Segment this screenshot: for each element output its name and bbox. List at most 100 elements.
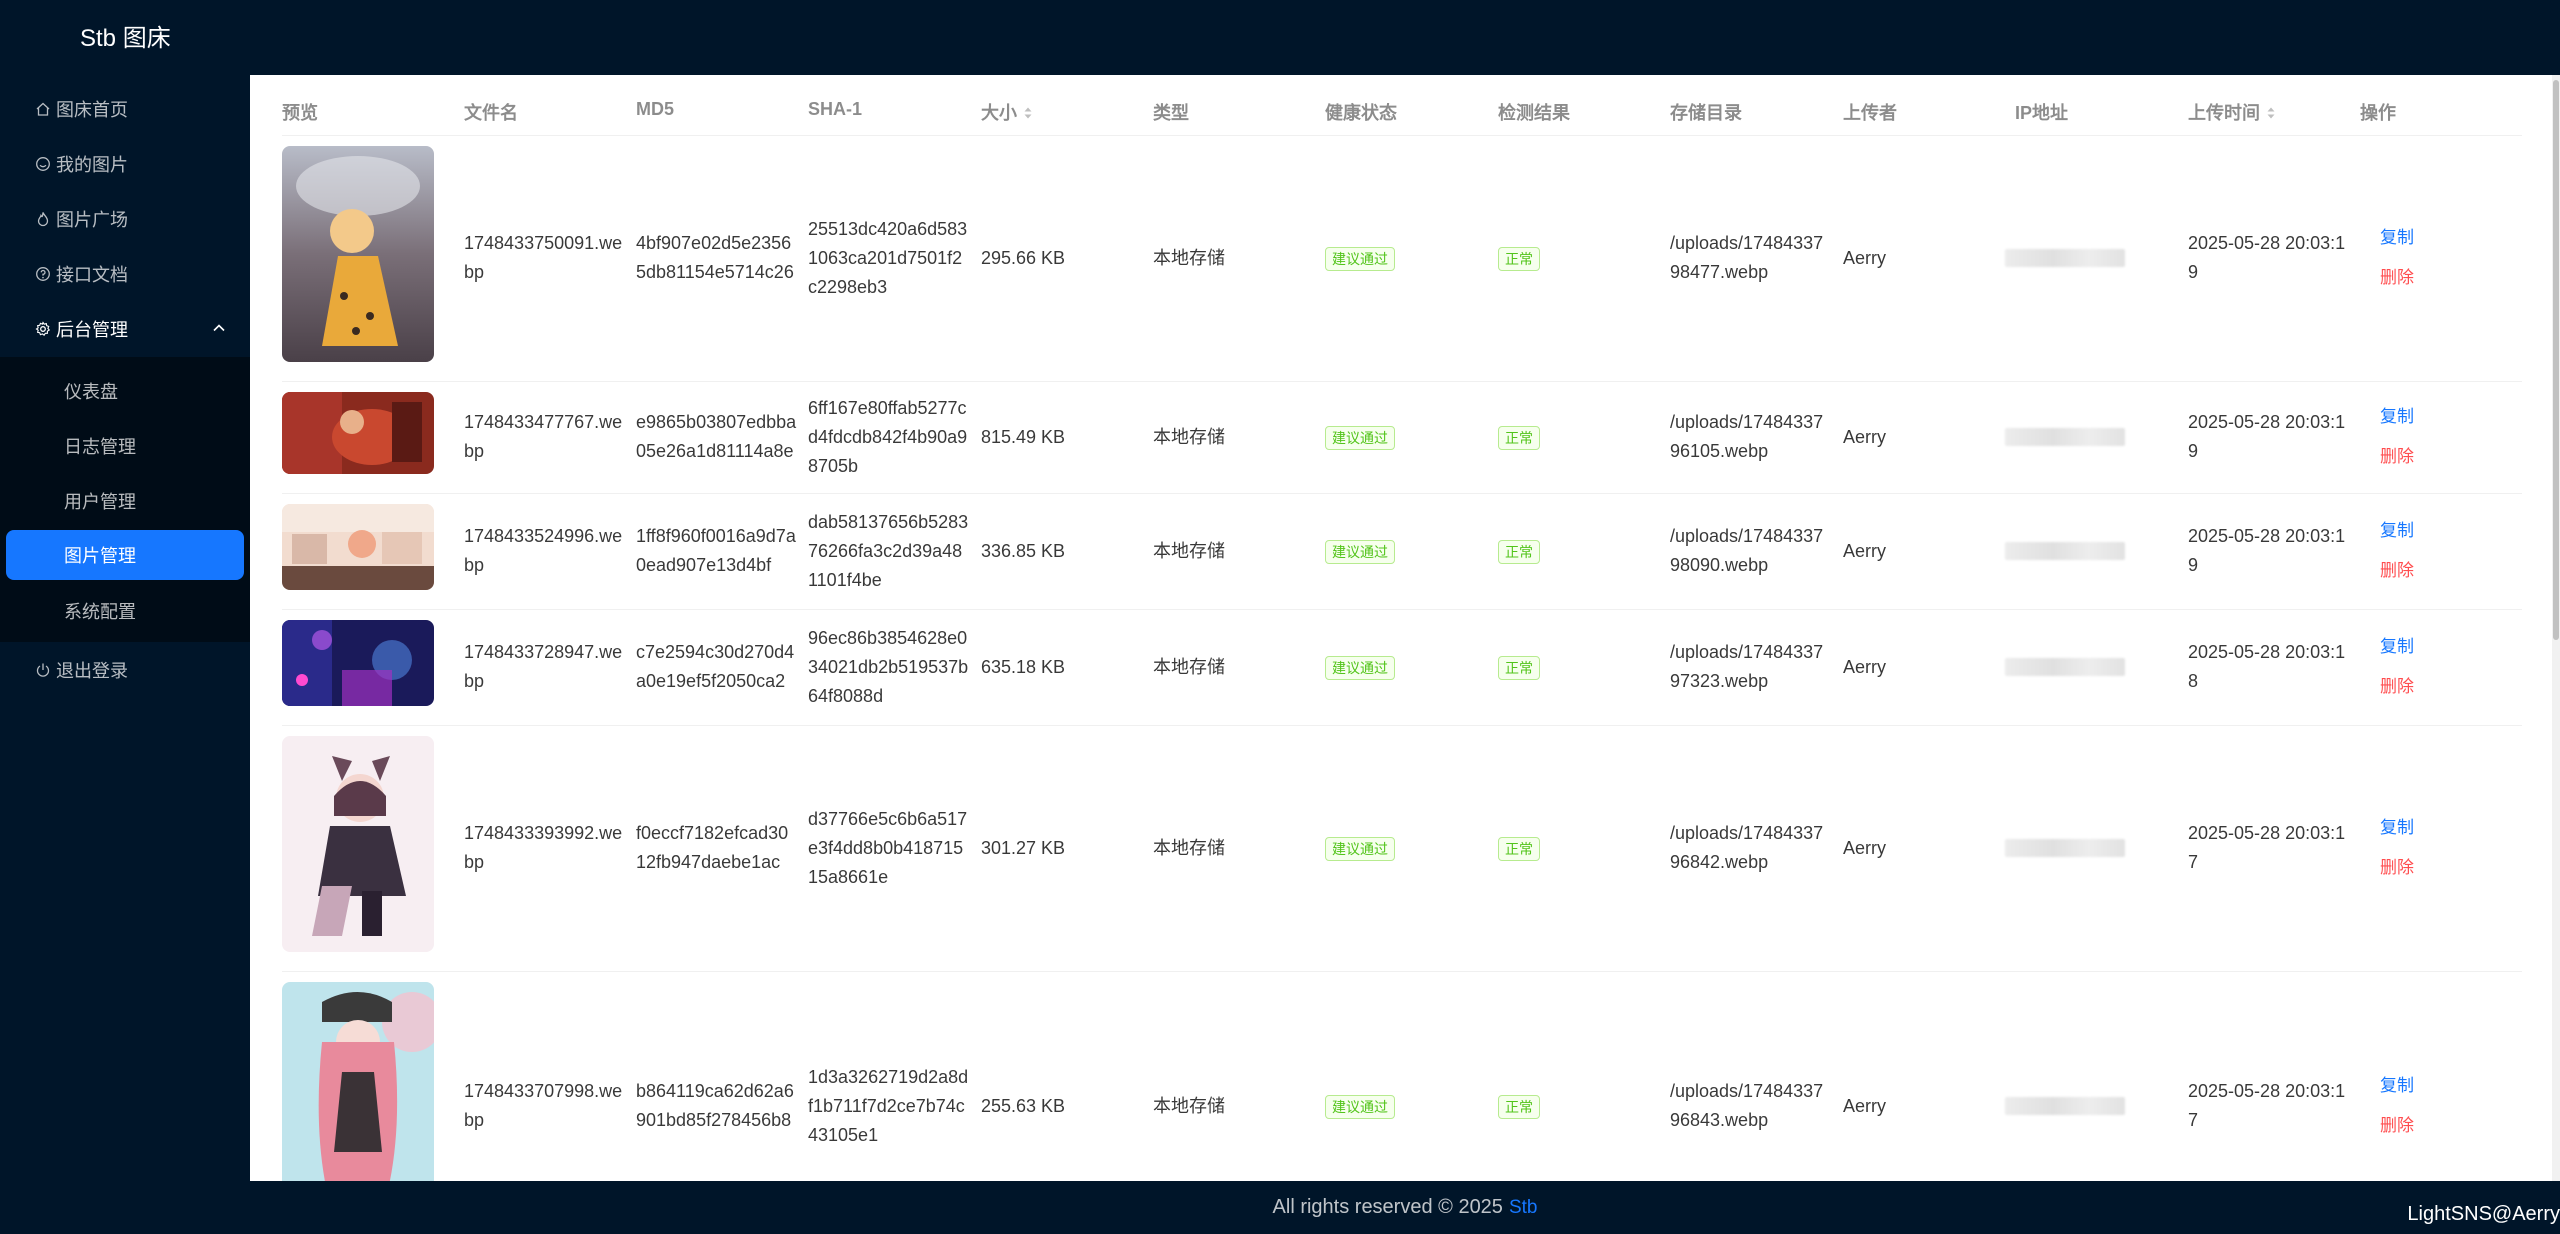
- size-cell: 635.18 KB: [981, 609, 1153, 726]
- copy-button[interactable]: 复制: [2380, 818, 2414, 837]
- detection-result-tag: 正常: [1498, 1094, 1540, 1119]
- upload-time-cell: 2025-05-28 20:03:17: [2188, 971, 2360, 1181]
- image-thumbnail[interactable]: [282, 391, 434, 474]
- col-md5: MD5: [636, 75, 808, 136]
- delete-button[interactable]: 删除: [2380, 677, 2414, 696]
- copy-button[interactable]: 复制: [2380, 1076, 2414, 1095]
- sidebar-item-logs[interactable]: 日志管理: [64, 437, 136, 457]
- sidebar-item-api-docs[interactable]: 接口文档: [0, 247, 250, 301]
- col-storage-dir: 存储目录: [1670, 75, 1843, 136]
- table-row: 1748433707998.webp b864119ca62d62a6901bd…: [282, 971, 2522, 1181]
- upload-time-cell: 2025-05-28 20:03:19: [2188, 135, 2360, 382]
- footer-text: All rights reserved © 2025: [1272, 1196, 1503, 1218]
- md5-cell: e9865b03807edbba05e26a1d81114a8e: [636, 381, 808, 494]
- col-uploader: 上传者: [1843, 75, 2015, 136]
- image-thumbnail[interactable]: [282, 981, 442, 1182]
- ip-address-blurred: [2005, 658, 2125, 676]
- md5-cell: c7e2594c30d270d4a0e19ef5f2050ca2: [636, 609, 808, 726]
- gear-icon: [34, 320, 52, 338]
- sidebar-item-gallery[interactable]: 图片广场: [0, 192, 250, 246]
- chevron-up-icon: [213, 324, 225, 332]
- sidebar-item-image-management[interactable]: 图片管理: [6, 530, 244, 580]
- size-cell: 815.49 KB: [981, 381, 1153, 494]
- admin-submenu: [0, 357, 250, 642]
- type-cell: 本地存储: [1153, 609, 1325, 726]
- delete-button[interactable]: 删除: [2380, 268, 2414, 287]
- col-size[interactable]: 大小: [981, 75, 1153, 136]
- sidebar: 图床首页 我的图片 图片广场 接口文档 后台管理 仪表盘 日志管理 用户管理 图…: [0, 75, 250, 1181]
- sort-icon[interactable]: [1023, 105, 1033, 121]
- upload-time-cell: 2025-05-28 20:03:19: [2188, 493, 2360, 610]
- ip-address-blurred: [2005, 1097, 2125, 1115]
- app-title[interactable]: Stb 图床: [80, 25, 171, 52]
- ip-address-blurred: [2005, 542, 2125, 560]
- storage-dir-cell: /uploads/1748433796105.webp: [1670, 381, 1843, 494]
- size-cell: 255.63 KB: [981, 971, 1153, 1181]
- detection-result-tag: 正常: [1498, 836, 1540, 861]
- detection-result-tag: 正常: [1498, 246, 1540, 271]
- sidebar-item-my-images[interactable]: 我的图片: [0, 137, 250, 191]
- sha1-cell: 1d3a3262719d2a8df1b711f7d2ce7b74c43105e1: [808, 971, 981, 1181]
- question-icon: [34, 265, 52, 283]
- sidebar-item-label: 我的图片: [56, 155, 128, 175]
- storage-dir-cell: /uploads/1748433798090.webp: [1670, 493, 1843, 610]
- ip-address-blurred: [2005, 839, 2125, 857]
- health-status-tag: 建议通过: [1325, 836, 1395, 861]
- sha1-cell: d37766e5c6b6a517e3f4dd8b0b41871515a8661e: [808, 725, 981, 972]
- delete-button[interactable]: 删除: [2380, 1116, 2414, 1135]
- watermark: LightSNS@Aerry: [2407, 1203, 2560, 1225]
- filename-cell: 1748433750091.webp: [464, 135, 636, 382]
- col-preview: 预览: [282, 75, 464, 136]
- col-result: 检测结果: [1498, 75, 1670, 136]
- image-thumbnail[interactable]: [282, 503, 434, 590]
- col-actions: 操作: [2360, 75, 2522, 136]
- sidebar-item-system-config[interactable]: 系统配置: [64, 602, 136, 622]
- footer-brand-link[interactable]: Stb: [1508, 1197, 1538, 1218]
- upload-time-cell: 2025-05-28 20:03:17: [2188, 725, 2360, 972]
- sidebar-item-logout[interactable]: 退出登录: [0, 643, 250, 697]
- table-row: 1748433728947.webp c7e2594c30d270d4a0e19…: [282, 609, 2522, 726]
- power-icon: [34, 661, 52, 679]
- col-size-label: 大小: [981, 103, 1017, 123]
- delete-button[interactable]: 删除: [2380, 561, 2414, 580]
- table-header-row: 预览 文件名 MD5 SHA-1 大小 类型 健康状态 检测结果 存储目录 上传…: [282, 75, 2522, 136]
- storage-dir-cell: /uploads/1748433797323.webp: [1670, 609, 1843, 726]
- health-status-tag: 建议通过: [1325, 246, 1395, 271]
- filename-cell: 1748433728947.webp: [464, 609, 636, 726]
- size-cell: 301.27 KB: [981, 725, 1153, 972]
- col-filename: 文件名: [464, 75, 636, 136]
- health-status-tag: 建议通过: [1325, 539, 1395, 564]
- table-row: 1748433750091.webp 4bf907e02d5e23565db81…: [282, 135, 2522, 382]
- sidebar-item-dashboard[interactable]: 仪表盘: [64, 382, 118, 402]
- col-upload-time[interactable]: 上传时间: [2188, 75, 2360, 136]
- sidebar-group-admin[interactable]: 后台管理: [0, 302, 250, 356]
- home-icon: [34, 100, 52, 118]
- col-upload-time-label: 上传时间: [2188, 103, 2260, 123]
- table-row: 1748433524996.webp 1ff8f960f0016a9d7a0ea…: [282, 493, 2522, 610]
- type-cell: 本地存储: [1153, 135, 1325, 382]
- type-cell: 本地存储: [1153, 493, 1325, 610]
- scrollbar-thumb[interactable]: [2553, 80, 2559, 640]
- copy-button[interactable]: 复制: [2380, 407, 2414, 426]
- sort-icon[interactable]: [2266, 105, 2276, 121]
- sidebar-item-home[interactable]: 图床首页: [0, 82, 250, 136]
- image-thumbnail[interactable]: [282, 619, 434, 706]
- md5-cell: b864119ca62d62a6901bd85f278456b8: [636, 971, 808, 1181]
- sidebar-group-label: 后台管理: [56, 320, 128, 340]
- copy-button[interactable]: 复制: [2380, 228, 2414, 247]
- image-thumbnail[interactable]: [282, 145, 434, 362]
- uploader-cell: Aerry: [1843, 971, 2015, 1181]
- sidebar-item-label: 接口文档: [56, 265, 128, 285]
- sidebar-item-label: 退出登录: [56, 661, 128, 681]
- footer: All rights reserved © 2025 Stb: [250, 1181, 2560, 1234]
- sidebar-item-users[interactable]: 用户管理: [64, 492, 136, 512]
- copy-button[interactable]: 复制: [2380, 637, 2414, 656]
- filename-cell: 1748433707998.webp: [464, 971, 636, 1181]
- delete-button[interactable]: 删除: [2380, 447, 2414, 466]
- ip-address-blurred: [2005, 249, 2125, 267]
- uploader-cell: Aerry: [1843, 609, 2015, 726]
- delete-button[interactable]: 删除: [2380, 858, 2414, 877]
- copy-button[interactable]: 复制: [2380, 521, 2414, 540]
- sha1-cell: 96ec86b3854628e034021db2b519537b64f8088d: [808, 609, 981, 726]
- image-thumbnail[interactable]: [282, 735, 434, 952]
